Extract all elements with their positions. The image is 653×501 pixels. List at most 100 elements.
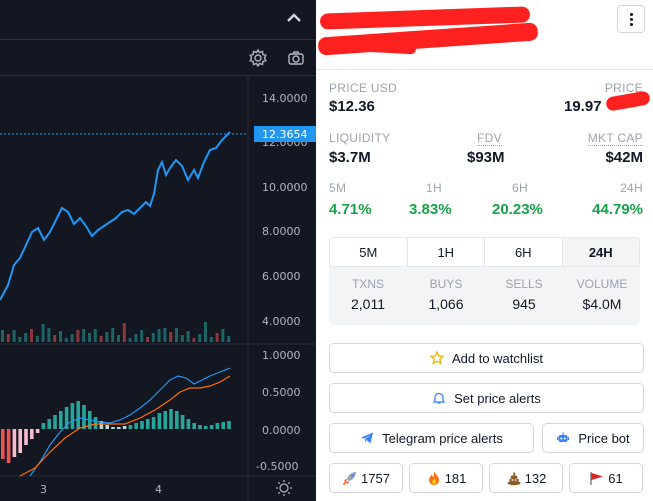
volume-bar	[105, 332, 109, 342]
macd-bar	[53, 415, 57, 429]
gear-icon[interactable]	[244, 44, 272, 72]
time-axis-label: 4	[155, 483, 162, 496]
chart-settings-sun-icon[interactable]	[276, 480, 292, 496]
volume-bar	[175, 328, 178, 342]
macd-bar	[64, 407, 69, 429]
volume-bar	[221, 329, 225, 342]
volume-bar	[192, 338, 196, 342]
fdv-value: $93M	[467, 149, 505, 166]
mktcap-value: $42M	[605, 149, 643, 166]
change-1h-value: 3.83%	[409, 201, 452, 218]
robot-icon	[556, 431, 570, 445]
reaction-poop-count: 132	[524, 470, 547, 486]
macd-bar	[47, 419, 51, 429]
volume-bar	[215, 333, 219, 342]
more-vertical-icon	[629, 12, 633, 27]
tab-5m[interactable]: 5M	[330, 238, 408, 266]
camera-icon[interactable]	[282, 44, 310, 72]
price-usd-value: $12.36	[329, 98, 375, 115]
volume-bar	[186, 331, 190, 342]
tab-6h[interactable]: 6H	[485, 238, 563, 266]
macd-bar	[122, 426, 127, 429]
macd-bar	[198, 425, 202, 429]
liquidity-label: LIQUIDITY	[329, 131, 391, 145]
volume-bar	[12, 330, 16, 342]
macd-bar	[59, 411, 63, 429]
add-to-watchlist-label: Add to watchlist	[451, 350, 544, 366]
macd-bar	[186, 419, 191, 429]
tab-24h[interactable]: 24H	[562, 238, 639, 266]
price-axis-label: 10.0000	[262, 181, 308, 194]
volume-bar	[35, 336, 39, 342]
volume-bar	[41, 324, 45, 342]
macd-bar	[227, 421, 231, 429]
macd-bar	[35, 429, 40, 433]
volume-label: VOLUME	[576, 277, 628, 291]
indicator-axis-label: 1.0000	[262, 349, 301, 362]
volume-bar	[6, 334, 10, 342]
reaction-rocket-button[interactable]: 1757	[329, 463, 403, 493]
volume-bar	[99, 336, 103, 342]
volume-bar	[157, 329, 161, 342]
star-icon	[429, 351, 444, 365]
change-6h-label: 6H	[512, 181, 528, 195]
macd-line	[29, 367, 231, 477]
chevron-up-icon[interactable]	[284, 8, 304, 28]
volume-bar	[134, 334, 138, 342]
reaction-fire-button[interactable]: 181	[409, 463, 483, 493]
chart-toolbar	[0, 39, 316, 76]
sells-value: 945	[512, 296, 536, 312]
tab-1h[interactable]: 1H	[407, 238, 485, 266]
macd-bar	[175, 411, 179, 429]
reaction-poop-button[interactable]: 132	[489, 463, 563, 493]
volume-bar	[122, 323, 126, 342]
price-usd-label: PRICE USD	[329, 81, 398, 95]
macd-histogram	[1, 401, 231, 463]
volume-bar	[169, 332, 173, 342]
mktcap-label[interactable]: MKT CAP	[587, 131, 643, 146]
macd-bar	[82, 405, 86, 429]
volume-bar	[128, 338, 132, 342]
volume-bar	[204, 322, 207, 342]
volume-bar	[59, 331, 62, 342]
volume-bar	[111, 328, 115, 342]
macd-bar	[157, 413, 162, 429]
set-price-alerts-button[interactable]: Set price alerts	[329, 383, 644, 413]
reaction-flag-button[interactable]: 61	[569, 463, 643, 493]
volume-bar	[24, 333, 28, 342]
fdv-label[interactable]: FDV	[477, 131, 502, 146]
price-axis-label: 8.0000	[262, 225, 301, 238]
indicator-axis-label: -0.5000	[256, 460, 298, 473]
macd-bar	[30, 429, 34, 439]
timeframe-tabs: 5M 1H 6H 24H	[329, 237, 640, 267]
change-6h-value: 20.23%	[492, 201, 543, 218]
volume-bar	[70, 334, 74, 342]
txns-stat: TXNS 2,011	[329, 277, 407, 312]
volume-value: $4.0M	[582, 296, 622, 312]
price-bot-button[interactable]: Price bot	[542, 423, 644, 453]
macd-bar	[221, 422, 225, 429]
more-options-button[interactable]	[617, 5, 645, 33]
macd-bar	[134, 423, 138, 429]
price-chart[interactable]: 14.0000 12.0000 10.0000 8.0000 6.0000 4.…	[0, 0, 316, 501]
volume-bar	[163, 328, 167, 342]
sells-stat: SELLS 945	[485, 277, 563, 312]
sells-label: SELLS	[505, 277, 543, 291]
volume-bar	[93, 329, 97, 342]
volume-bar	[140, 330, 144, 342]
signal-line	[19, 375, 231, 477]
volume-bar	[88, 333, 91, 342]
current-price-tag	[254, 126, 316, 142]
chart-panel[interactable]: 14.0000 12.0000 10.0000 8.0000 6.0000 4.…	[0, 0, 316, 501]
telegram-price-alerts-button[interactable]: Telegram price alerts	[329, 423, 534, 453]
price-native-value: 19.97	[564, 98, 602, 115]
add-to-watchlist-button[interactable]: Add to watchlist	[329, 343, 644, 373]
volume-bar	[30, 329, 33, 342]
indicator-axis-label: 0.0000	[262, 424, 301, 437]
volume-bars	[1, 322, 231, 342]
volume-bar	[146, 337, 149, 342]
macd-bar	[76, 401, 80, 429]
buys-label: BUYS	[429, 277, 463, 291]
volume-bar	[180, 335, 184, 342]
macd-bar	[209, 425, 214, 429]
